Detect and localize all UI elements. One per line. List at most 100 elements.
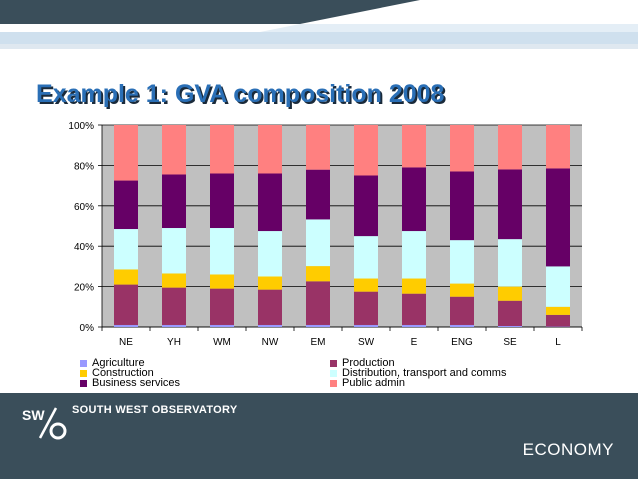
y-tick-label: 0% bbox=[80, 323, 95, 334]
y-tick-label: 100% bbox=[68, 121, 94, 132]
legend-swatch bbox=[330, 379, 337, 387]
bar-segment bbox=[210, 324, 234, 327]
x-tick-label: NW bbox=[262, 337, 279, 348]
bar-segment bbox=[210, 274, 234, 289]
bar-segment bbox=[162, 174, 186, 229]
bar-segment bbox=[258, 125, 282, 174]
y-tick-label: 80% bbox=[74, 161, 94, 172]
x-tick-label: YH bbox=[167, 337, 181, 348]
bar-segment bbox=[402, 125, 426, 168]
footer-bar: SW SOUTH WEST OBSERVATORY ECONOMY bbox=[0, 393, 638, 479]
legend-label: Business services bbox=[92, 377, 181, 389]
bar-segment bbox=[306, 219, 330, 267]
bar-segment bbox=[354, 125, 378, 176]
bar-segment bbox=[114, 269, 138, 285]
bar-segment bbox=[402, 324, 426, 327]
legend-label: Agriculture bbox=[92, 357, 145, 369]
legend-item: Business services bbox=[80, 377, 180, 389]
y-tick-label: 60% bbox=[74, 202, 94, 213]
bar-segment bbox=[162, 273, 186, 288]
legend-swatch bbox=[330, 369, 337, 377]
bar-segment bbox=[498, 169, 522, 240]
legend-label: Construction bbox=[92, 367, 154, 379]
y-tick-label: 40% bbox=[74, 242, 94, 253]
bar-segment bbox=[306, 324, 330, 327]
bar-segment bbox=[162, 324, 186, 327]
bar-segment bbox=[402, 231, 426, 279]
legend-item: Distribution, transport and comms bbox=[330, 367, 506, 379]
bar-segment bbox=[498, 125, 522, 170]
bar-segment bbox=[402, 278, 426, 294]
bar-segment bbox=[402, 293, 426, 325]
svg-text:SW: SW bbox=[22, 407, 45, 423]
x-tick-label: L bbox=[555, 337, 561, 348]
bar-segment bbox=[114, 125, 138, 181]
x-tick-label: E bbox=[411, 337, 418, 348]
x-tick-label: SW bbox=[358, 337, 375, 348]
bar-segment bbox=[354, 175, 378, 237]
bar-segment bbox=[258, 276, 282, 290]
bar-segment bbox=[258, 324, 282, 327]
bar-segment bbox=[162, 287, 186, 325]
bar-segment bbox=[258, 289, 282, 325]
bar-segment bbox=[354, 278, 378, 292]
bar-segment bbox=[114, 229, 138, 270]
x-tick-label: NE bbox=[119, 337, 133, 348]
bar-segment bbox=[210, 125, 234, 174]
bar-segment bbox=[546, 314, 570, 327]
sw-logo-icon: SW bbox=[22, 407, 67, 440]
bar-segment bbox=[450, 296, 474, 325]
bar-segment bbox=[498, 325, 522, 327]
slide-title: Example 1: GVA composition 2008 bbox=[36, 80, 445, 108]
legend-item: Public admin bbox=[330, 377, 405, 389]
bar-segment bbox=[114, 324, 138, 327]
bar-segment bbox=[114, 180, 138, 230]
bar-segment bbox=[354, 236, 378, 279]
x-tick-label: ENG bbox=[451, 337, 473, 348]
header-band bbox=[0, 0, 638, 60]
bar-segment bbox=[258, 231, 282, 277]
bar-segment bbox=[498, 300, 522, 326]
bar-segment bbox=[210, 228, 234, 275]
bar-segment bbox=[546, 266, 570, 307]
bar-segment bbox=[450, 171, 474, 241]
bar-segment bbox=[258, 173, 282, 232]
bar-segment bbox=[498, 239, 522, 287]
bar-segment bbox=[546, 306, 570, 315]
bar-segment bbox=[546, 125, 570, 169]
bar-segment bbox=[162, 228, 186, 274]
legend-item: Production bbox=[330, 357, 395, 369]
legend-swatch bbox=[330, 359, 337, 367]
x-tick-label: WM bbox=[213, 337, 231, 348]
bar-segment bbox=[450, 283, 474, 297]
y-tick-label: 20% bbox=[74, 283, 94, 294]
legend-label: Public admin bbox=[342, 377, 405, 389]
bar-segment bbox=[354, 324, 378, 327]
bar-segment bbox=[210, 288, 234, 325]
bar-segment bbox=[546, 168, 570, 267]
bar-segment bbox=[306, 266, 330, 282]
legend-swatch bbox=[80, 359, 87, 367]
x-tick-label: SE bbox=[503, 337, 517, 348]
bar-segment bbox=[450, 240, 474, 284]
legend-label: Production bbox=[342, 357, 395, 369]
bar-segment bbox=[306, 281, 330, 325]
legend-item: Agriculture bbox=[80, 357, 145, 369]
bar-segment bbox=[210, 173, 234, 229]
bar-segment bbox=[162, 125, 186, 175]
bar-segment bbox=[306, 125, 330, 170]
legend-label: Distribution, transport and comms bbox=[342, 367, 507, 379]
bar-segment bbox=[450, 324, 474, 327]
gva-stacked-bar-chart: 0% 20% 40% 60% 80% 100% NE YH WM NW EM SW E ENG SE L bbox=[68, 121, 583, 348]
legend-item: Construction bbox=[80, 367, 154, 379]
bar-segment bbox=[450, 125, 474, 172]
bar-segment bbox=[306, 169, 330, 220]
section-label: ECONOMY bbox=[522, 440, 614, 459]
org-name: SOUTH WEST OBSERVATORY bbox=[72, 404, 238, 416]
bar-segment bbox=[498, 286, 522, 301]
x-tick-label: EM bbox=[311, 337, 326, 348]
bar-segment bbox=[114, 284, 138, 325]
legend-swatch bbox=[80, 379, 87, 387]
bar-segment bbox=[402, 167, 426, 232]
legend-swatch bbox=[80, 369, 87, 377]
